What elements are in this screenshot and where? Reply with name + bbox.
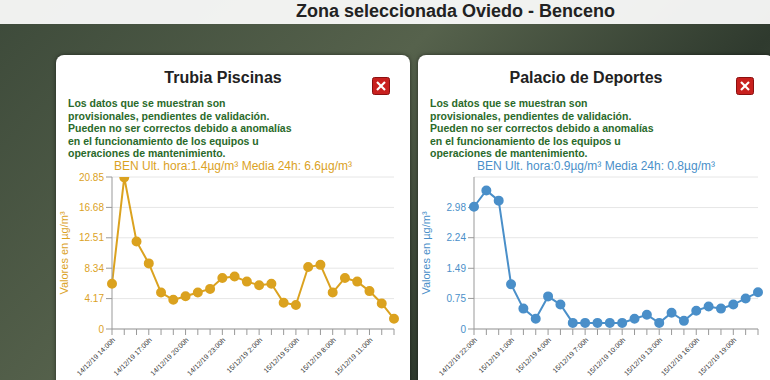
svg-text:14/12/19 20:00h: 14/12/19 20:00h	[149, 336, 190, 377]
svg-text:15/12/19 11:00h: 15/12/19 11:00h	[333, 336, 373, 376]
svg-text:1.49: 1.49	[447, 263, 467, 274]
svg-text:2.98: 2.98	[447, 202, 467, 213]
svg-text:15/12/19 7:00h: 15/12/19 7:00h	[551, 336, 589, 374]
svg-text:2.24: 2.24	[447, 232, 467, 243]
html-text:Trubia Piscinas: Trubia Piscinas	[164, 69, 282, 86]
svg-text:0: 0	[98, 324, 104, 335]
svg-text:15/12/19 4:00h: 15/12/19 4:00h	[514, 336, 552, 374]
svg-text:15/12/19 16:00h: 15/12/19 16:00h	[660, 336, 701, 377]
svg-text:12.51: 12.51	[79, 232, 104, 243]
html-text:Los datos que se muestran son: Los datos que se muestran son provisiona…	[430, 97, 654, 159]
svg-text:15/12/19 8:00h: 15/12/19 8:00h	[299, 336, 337, 374]
svg-text:Valores en µg/m³: Valores en µg/m³	[58, 211, 70, 295]
svg-text:15/12/19 2:00h: 15/12/19 2:00h	[225, 336, 263, 374]
svg-text:0: 0	[460, 324, 466, 335]
svg-text:15/12/19 19:00h: 15/12/19 19:00h	[697, 336, 738, 377]
svg-text:8.34: 8.34	[85, 263, 105, 274]
svg-text:20.85: 20.85	[79, 172, 104, 183]
svg-text:14/12/19 23:00h: 14/12/19 23:00h	[186, 336, 227, 377]
svg-text:14/12/19 22:00h: 14/12/19 22:00h	[437, 336, 478, 377]
html-text:Los datos que se muestran son: Los datos que se muestran son provisiona…	[68, 97, 292, 159]
svg-text:14/12/19 17:00h: 14/12/19 17:00h	[112, 336, 153, 377]
svg-text:15/12/19 10:00h: 15/12/19 10:00h	[586, 336, 627, 377]
svg-text:15/12/19 13:00h: 15/12/19 13:00h	[623, 336, 664, 377]
svg-text:Valores en µg/m³: Valores en µg/m³	[420, 211, 432, 295]
svg-text:15/12/19 5:00h: 15/12/19 5:00h	[262, 336, 300, 374]
html-text:BEN Ult. hora:0.9µg/m³ Media 2: BEN Ult. hora:0.9µg/m³ Media 24h: 0.8µg/…	[477, 159, 715, 173]
svg-text:15/12/19 1:00h: 15/12/19 1:00h	[477, 336, 515, 374]
html-text:Zona seleccionada Oviedo - Ben: Zona seleccionada Oviedo - Benceno	[296, 1, 616, 21]
svg-text:0.75: 0.75	[447, 293, 467, 304]
svg-text:16.68: 16.68	[79, 202, 104, 213]
svg-text:4.17: 4.17	[85, 293, 105, 304]
html-text:BEN Ult. hora:1.4µg/m³ Media 2: BEN Ult. hora:1.4µg/m³ Media 24h: 6.6µg/…	[114, 159, 352, 173]
svg-text:14/12/19 14:00h: 14/12/19 14:00h	[75, 336, 116, 377]
html-text:Palacio de Deportes: Palacio de Deportes	[509, 69, 663, 86]
